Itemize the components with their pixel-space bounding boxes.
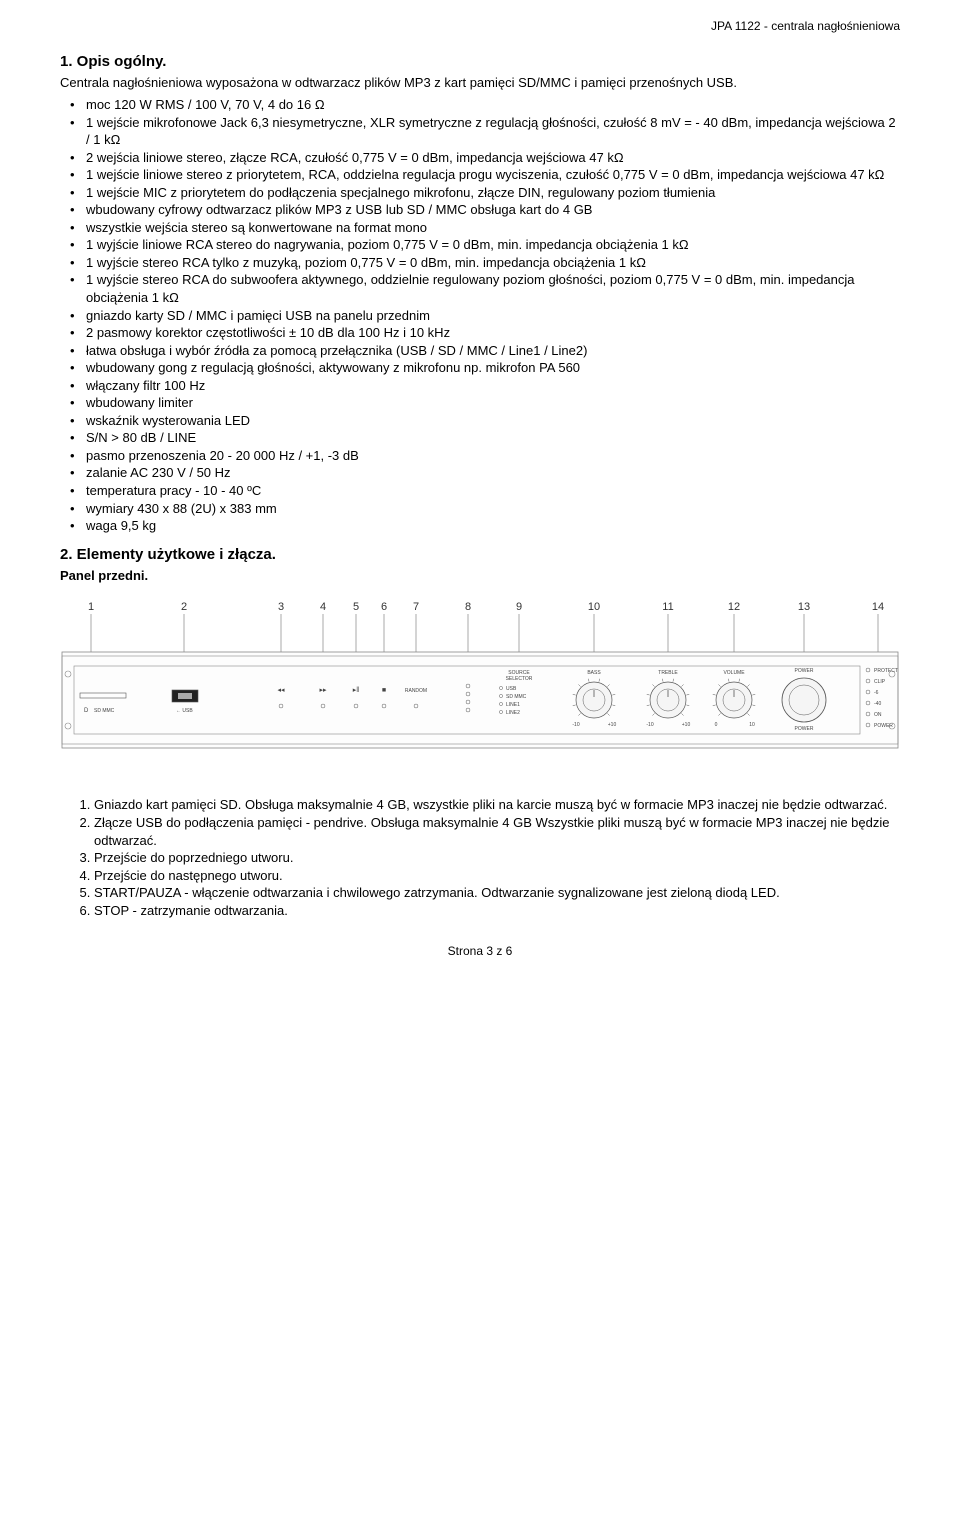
svg-text:VOLUME: VOLUME	[723, 670, 745, 676]
svg-text:10: 10	[588, 601, 600, 613]
svg-text:2: 2	[181, 601, 187, 613]
bullet-item: 1 wejście mikrofonowe Jack 6,3 niesymetr…	[86, 114, 900, 149]
bullet-item: 1 wejście MIC z priorytetem do podłączen…	[86, 184, 900, 202]
svg-text:SELECTOR: SELECTOR	[506, 676, 533, 682]
bullet-item: wskaźnik wysterowania LED	[86, 412, 900, 430]
page-header: JPA 1122 - centrala nagłośnieniowa	[60, 18, 900, 34]
bullet-item: 1 wyjście stereo RCA tylko z muzyką, poz…	[86, 254, 900, 272]
svg-text:◂◂: ◂◂	[277, 687, 285, 694]
bullet-item: wbudowany cyfrowy odtwarzacz plików MP3 …	[86, 201, 900, 219]
svg-text:LINE2: LINE2	[506, 710, 520, 716]
bullet-item: pasmo przenoszenia 20 - 20 000 Hz / +1, …	[86, 447, 900, 465]
bullet-item: wbudowany limiter	[86, 394, 900, 412]
svg-text:SD MMC: SD MMC	[506, 694, 527, 700]
numbered-item: START/PAUZA - włączenie odtwarzania i ch…	[94, 884, 900, 902]
svg-text:+10: +10	[608, 722, 617, 728]
svg-text:3: 3	[278, 601, 284, 613]
bullet-item: S/N > 80 dB / LINE	[86, 429, 900, 447]
svg-text:13: 13	[798, 601, 810, 613]
bullet-item: włączany filtr 100 Hz	[86, 377, 900, 395]
bullet-item: 1 wyjście stereo RCA do subwoofera aktyw…	[86, 271, 900, 306]
section2-subhead: Panel przedni.	[60, 567, 900, 585]
front-panel-figure: 1234567891011121314DSD MMC← USB◂◂▸▸▸‖■RA…	[60, 598, 900, 778]
svg-text:-10: -10	[572, 722, 579, 728]
section1-bullets: moc 120 W RMS / 100 V, 70 V, 4 do 16 Ω1 …	[60, 96, 900, 535]
svg-text:BASS: BASS	[587, 670, 601, 676]
section1-title: 1. Opis ogólny.	[60, 52, 900, 72]
bullet-item: wszystkie wejścia stereo są konwertowane…	[86, 219, 900, 237]
svg-text:← USB: ← USB	[176, 708, 193, 714]
svg-text:SD MMC: SD MMC	[94, 708, 115, 714]
svg-text:RANDOM: RANDOM	[405, 688, 427, 694]
svg-text:ON: ON	[874, 712, 882, 718]
svg-text:11: 11	[662, 601, 673, 613]
svg-text:LINE1: LINE1	[506, 702, 520, 708]
svg-text:14: 14	[872, 601, 884, 613]
svg-text:POWER: POWER	[795, 726, 814, 732]
numbered-item: Złącze USB do podłączenia pamięci - pend…	[94, 814, 900, 849]
bullet-item: temperatura pracy - 10 - 40 ºC	[86, 482, 900, 500]
bullet-item: moc 120 W RMS / 100 V, 70 V, 4 do 16 Ω	[86, 96, 900, 114]
svg-text:▸▸: ▸▸	[319, 687, 327, 694]
svg-text:+10: +10	[682, 722, 691, 728]
page-footer: Strona 3 z 6	[60, 943, 900, 959]
svg-text:7: 7	[413, 601, 419, 613]
bullet-item: 2 pasmowy korektor częstotliwości ± 10 d…	[86, 324, 900, 342]
bullet-item: gniazdo karty SD / MMC i pamięci USB na …	[86, 307, 900, 325]
svg-text:0: 0	[715, 722, 718, 728]
svg-text:D: D	[84, 708, 89, 714]
svg-text:-10: -10	[646, 722, 653, 728]
svg-text:6: 6	[381, 601, 387, 613]
svg-text:POWER: POWER	[874, 723, 893, 729]
bullet-item: 2 wejścia liniowe stereo, złącze RCA, cz…	[86, 149, 900, 167]
bullet-item: 1 wyjście liniowe RCA stereo do nagrywan…	[86, 236, 900, 254]
svg-text:PROTECT: PROTECT	[874, 668, 898, 674]
svg-text:4: 4	[320, 601, 326, 613]
bullet-item: wbudowany gong z regulacją głośności, ak…	[86, 359, 900, 377]
svg-text:CLIP: CLIP	[874, 679, 886, 685]
svg-text:10: 10	[749, 722, 755, 728]
svg-text:9: 9	[516, 601, 522, 613]
bullet-item: 1 wejście liniowe stereo z priorytetem, …	[86, 166, 900, 184]
svg-text:-6: -6	[874, 690, 879, 696]
section2-title: 2. Elementy użytkowe i złącza.	[60, 545, 900, 565]
svg-text:TREBLE: TREBLE	[658, 670, 678, 676]
section1-intro: Centrala nagłośnieniowa wyposażona w odt…	[60, 74, 900, 92]
numbered-item: Gniazdo kart pamięci SD. Obsługa maksyma…	[94, 796, 900, 814]
svg-text:▸‖: ▸‖	[353, 687, 360, 694]
svg-text:8: 8	[465, 601, 471, 613]
front-panel-svg: 1234567891011121314DSD MMC← USB◂◂▸▸▸‖■RA…	[60, 598, 900, 778]
svg-text:1: 1	[88, 601, 94, 613]
bullet-item: łatwa obsługa i wybór źródła za pomocą p…	[86, 342, 900, 360]
svg-text:USB: USB	[506, 686, 517, 692]
svg-text:POWER: POWER	[795, 668, 814, 674]
bullet-item: waga 9,5 kg	[86, 517, 900, 535]
numbered-item: Przejście do poprzedniego utworu.	[94, 849, 900, 867]
bullet-item: wymiary 430 x 88 (2U) x 383 mm	[86, 500, 900, 518]
svg-text:-40: -40	[874, 701, 881, 707]
svg-text:■: ■	[382, 687, 386, 694]
svg-text:5: 5	[353, 601, 359, 613]
svg-text:12: 12	[728, 601, 740, 613]
numbered-item: STOP - zatrzymanie odtwarzania.	[94, 902, 900, 920]
numbered-list: Gniazdo kart pamięci SD. Obsługa maksyma…	[60, 796, 900, 919]
bullet-item: zalanie AC 230 V / 50 Hz	[86, 464, 900, 482]
numbered-item: Przejście do następnego utworu.	[94, 867, 900, 885]
